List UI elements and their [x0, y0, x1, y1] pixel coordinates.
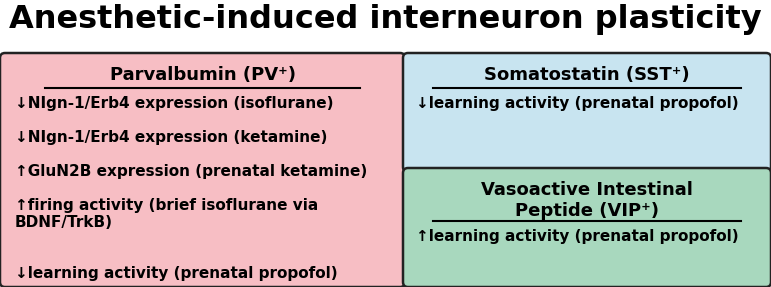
Text: Anesthetic-induced interneuron plasticity: Anesthetic-induced interneuron plasticit… — [9, 4, 762, 35]
FancyBboxPatch shape — [403, 168, 771, 287]
Text: Parvalbumin (PV⁺): Parvalbumin (PV⁺) — [109, 66, 295, 84]
Text: ↓learning activity (prenatal propofol): ↓learning activity (prenatal propofol) — [416, 96, 739, 111]
Text: ↓NIgn-1/Erb4 expression (isoflurane): ↓NIgn-1/Erb4 expression (isoflurane) — [15, 96, 334, 111]
Text: Vasoactive Intestinal
Peptide (VIP⁺): Vasoactive Intestinal Peptide (VIP⁺) — [481, 181, 693, 220]
Text: ↓learning activity (prenatal propofol): ↓learning activity (prenatal propofol) — [15, 266, 338, 281]
FancyBboxPatch shape — [403, 53, 771, 172]
Text: Somatostatin (SST⁺): Somatostatin (SST⁺) — [484, 66, 690, 84]
Text: ↑learning activity (prenatal propofol): ↑learning activity (prenatal propofol) — [416, 229, 739, 244]
Text: ↓NIgn-1/Erb4 expression (ketamine): ↓NIgn-1/Erb4 expression (ketamine) — [15, 130, 328, 145]
Text: ↑firing activity (brief isoflurane via
BDNF/TrkB): ↑firing activity (brief isoflurane via B… — [15, 198, 318, 230]
Text: ↑GluN2B expression (prenatal ketamine): ↑GluN2B expression (prenatal ketamine) — [15, 164, 367, 179]
FancyBboxPatch shape — [0, 53, 405, 287]
